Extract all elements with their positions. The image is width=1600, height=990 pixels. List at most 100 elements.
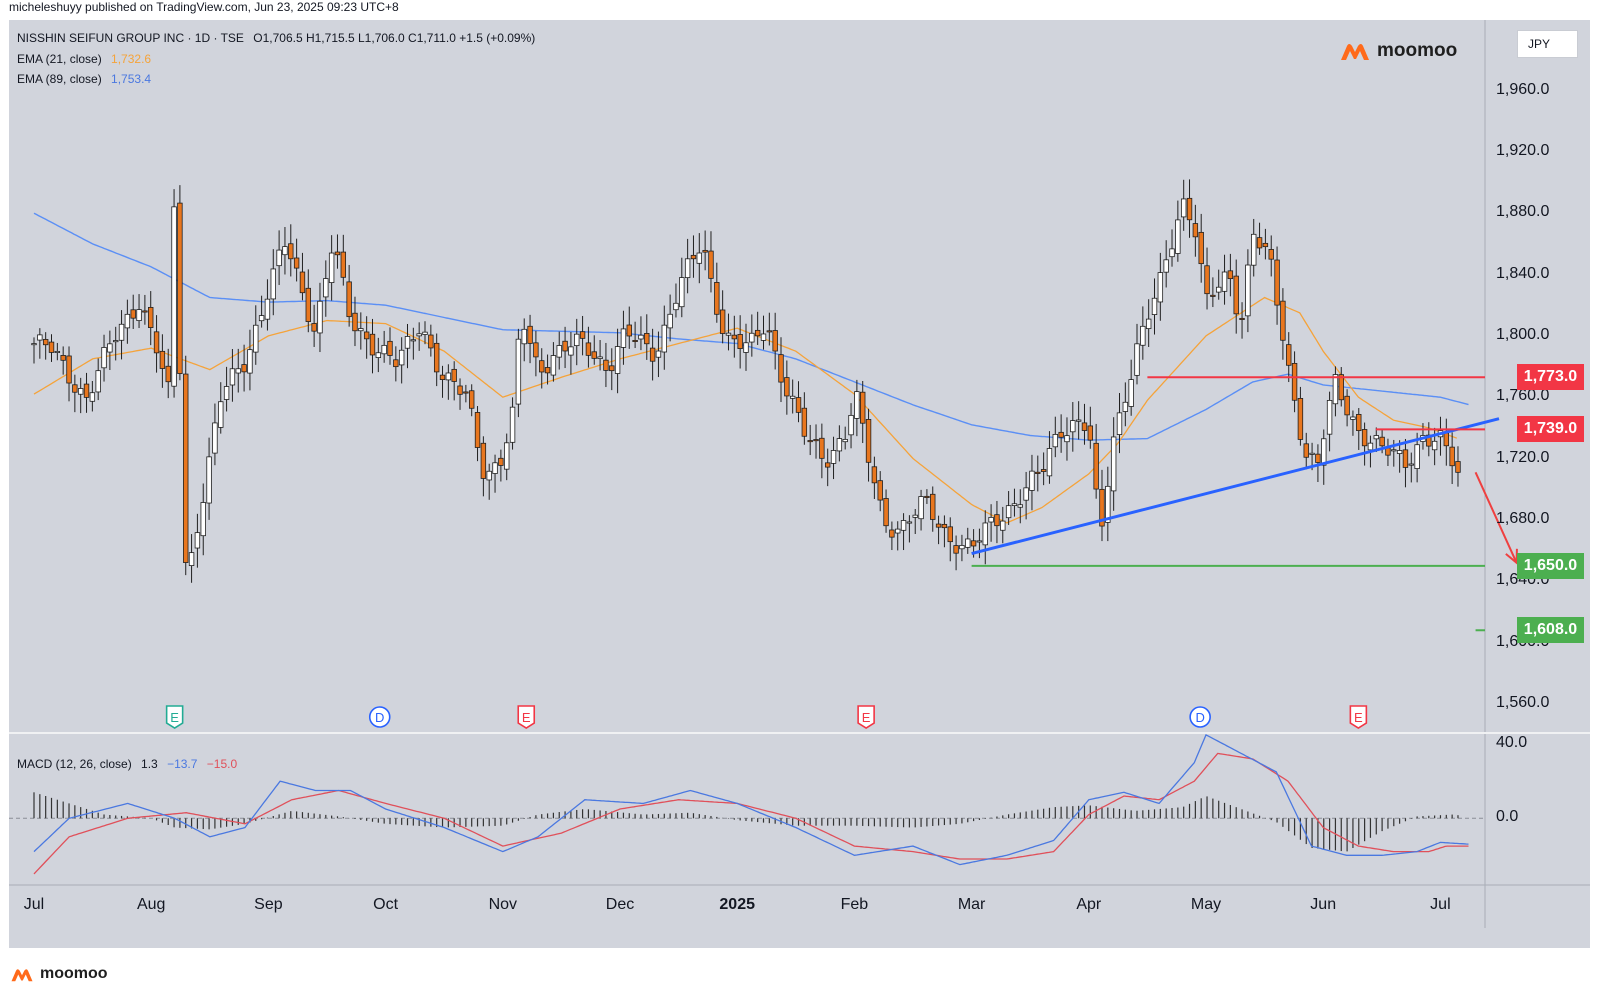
support-price-tag[interactable]: 1,608.0 <box>1517 617 1584 644</box>
currency-badge[interactable]: JPY <box>1517 30 1578 58</box>
candle-body <box>784 377 790 397</box>
candle-body <box>48 341 55 353</box>
ema21-label[interactable]: EMA (21, close) <box>17 52 102 66</box>
earnings-event-icon[interactable]: E <box>517 705 536 729</box>
price-tick-label: 1,680.0 <box>1496 509 1550 527</box>
candle-body <box>258 315 265 322</box>
price-tick-label: 1,800.0 <box>1496 325 1550 343</box>
candle-body <box>924 495 930 498</box>
candle-body <box>346 281 352 318</box>
candle-body <box>334 251 341 256</box>
candle-body <box>1110 436 1117 492</box>
candle-body <box>136 309 142 321</box>
event-letter: D <box>375 710 384 725</box>
candle-body <box>1163 259 1169 273</box>
candle-body <box>854 391 860 419</box>
support-price-tag[interactable]: 1,650.0 <box>1517 552 1584 579</box>
candle-body <box>743 342 749 353</box>
earnings-event-icon[interactable]: E <box>857 705 875 729</box>
candle-body <box>1391 449 1397 452</box>
price-tick-label: 1,880.0 <box>1496 203 1550 221</box>
candle-body <box>457 385 463 395</box>
candle-body <box>959 545 965 550</box>
candle-body <box>550 355 557 376</box>
candle-body <box>1338 374 1344 401</box>
candle-body <box>468 390 475 409</box>
candle-body <box>848 414 854 436</box>
candle-body <box>1396 450 1403 454</box>
candle-body <box>1116 412 1123 435</box>
month-tick-label: May <box>1190 896 1222 913</box>
candle-body <box>1268 249 1274 260</box>
candle-body <box>842 439 848 443</box>
macd-label[interactable]: MACD (12, 26, close) <box>17 757 132 771</box>
candle-body <box>935 523 942 528</box>
candle-body <box>474 412 481 448</box>
candle-body <box>1204 265 1210 295</box>
candle-body <box>1315 453 1321 463</box>
projection-arrow-shaft <box>1474 471 1518 564</box>
candle-body <box>387 340 393 356</box>
candle-body <box>801 407 808 437</box>
symbol-name[interactable]: NISSHIN SEIFUN GROUP INC · 1D · TSE <box>17 31 244 45</box>
candle-body <box>988 516 994 523</box>
candle-body <box>212 422 218 454</box>
candle-body <box>865 419 872 463</box>
month-tick-label: Nov <box>488 896 518 913</box>
month-tick-label: Oct <box>373 896 399 913</box>
candle-body <box>282 246 288 256</box>
candle-body <box>200 502 206 537</box>
event-letter: E <box>862 710 871 725</box>
macd-tick-label: 40.0 <box>1496 734 1528 752</box>
candle-body <box>183 373 189 563</box>
candle-body <box>1227 270 1234 280</box>
candle-body <box>795 397 802 413</box>
ema89-value: 1,753.4 <box>111 72 152 86</box>
candle-body <box>1052 434 1058 448</box>
candle-body <box>206 456 212 504</box>
candle-body <box>789 395 796 399</box>
candle-body <box>1344 395 1350 416</box>
candle-body <box>1309 452 1315 455</box>
candle-body <box>632 339 638 342</box>
candle-body <box>369 333 376 356</box>
candle-body <box>1093 442 1099 490</box>
candle-body <box>1081 422 1088 431</box>
candle-body <box>1140 325 1146 346</box>
candle-body <box>171 206 177 387</box>
candle-body <box>877 480 883 501</box>
candle-body <box>533 342 539 358</box>
earnings-event-icon[interactable]: E <box>165 705 184 729</box>
candle-body <box>42 339 49 346</box>
candle-body <box>515 338 522 405</box>
dividend-event-icon[interactable]: D <box>1189 706 1211 728</box>
candle-body <box>930 493 936 520</box>
candle-body <box>649 347 656 362</box>
earnings-event-icon[interactable]: E <box>1349 705 1368 729</box>
candle-body <box>1280 300 1286 341</box>
resistance-price-tag[interactable]: 1,739.0 <box>1517 416 1584 443</box>
candle-body <box>527 325 533 344</box>
candle-body <box>305 287 311 322</box>
price-tick-label: 1,840.0 <box>1496 264 1550 282</box>
month-tick-label: Jun <box>1310 896 1337 913</box>
month-tick-label: Aug <box>136 896 166 913</box>
resistance-price-tag[interactable]: 1,773.0 <box>1517 364 1584 391</box>
candle-body <box>614 346 621 374</box>
candle-body <box>655 350 662 358</box>
candle-body <box>702 249 708 253</box>
candle-body <box>1151 297 1158 316</box>
candle-body <box>247 349 253 374</box>
candle-body <box>188 552 195 567</box>
candle-body <box>54 350 61 353</box>
candle-body <box>1180 198 1187 218</box>
ema89-label[interactable]: EMA (89, close) <box>17 72 102 86</box>
candle-body <box>574 333 580 347</box>
candle-body <box>1035 471 1041 474</box>
candle-body <box>130 309 136 319</box>
candle-body <box>725 332 732 336</box>
candle-body <box>72 384 78 393</box>
candle-body <box>60 355 66 361</box>
dividend-event-icon[interactable]: D <box>368 706 391 728</box>
